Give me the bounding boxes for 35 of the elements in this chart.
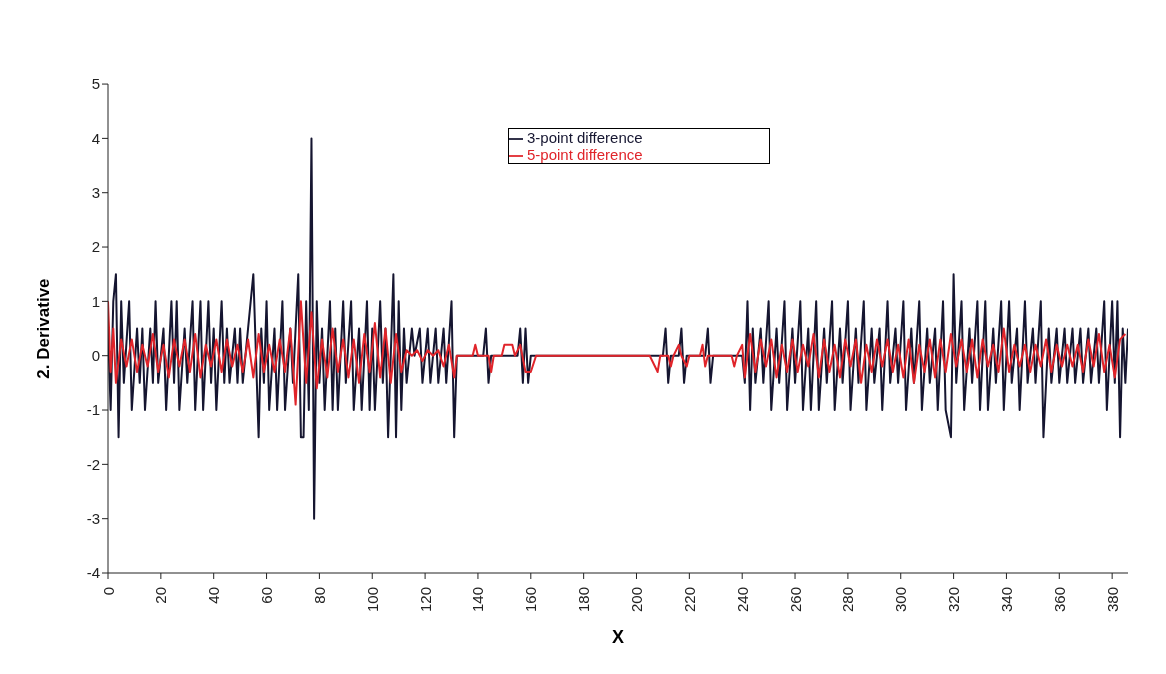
x-tick-label: 80 [310,587,328,604]
y-tick-label: -4 [86,564,100,582]
legend-label: 3-point difference [527,129,643,146]
x-tick-label: 340 [997,587,1015,613]
y-axis-title: 2. Derivative [34,278,54,379]
x-tick-label: 20 [152,587,170,604]
x-tick-label: 220 [680,587,698,613]
y-tick-label: 0 [91,347,100,365]
x-tick-label: 120 [416,587,434,613]
x-tick-label: 160 [522,587,540,613]
x-tick-label: 60 [258,587,276,604]
y-tick-label: 3 [91,184,100,202]
x-tick-label: 380 [1103,587,1121,613]
x-tick-label: 240 [733,587,751,613]
x-tick-label: 140 [469,587,487,613]
y-tick-label: 5 [91,75,100,93]
y-tick-label: 1 [91,292,100,310]
x-tick-label: 360 [1050,587,1068,613]
x-tick-label: 40 [205,587,223,604]
x-tick-label: 200 [628,587,645,613]
x-tick-label: 0 [99,587,117,596]
y-tick-label: 2 [91,238,100,256]
y-tick-label: -1 [86,401,100,419]
x-tick-label: 320 [945,587,963,613]
y-tick-label: -2 [86,455,100,473]
line-series [108,300,1127,406]
x-tick-label: 180 [575,587,593,613]
x-tick-label: 260 [786,587,804,613]
x-tick-label: 100 [363,587,381,613]
x-tick-label: 300 [892,587,910,613]
x-axis-title: X [611,627,625,647]
y-tick-label: 4 [91,129,100,147]
x-tick-label: 280 [839,587,857,613]
legend-label: 5-point difference [527,146,643,164]
y-tick-label: -3 [86,510,100,527]
